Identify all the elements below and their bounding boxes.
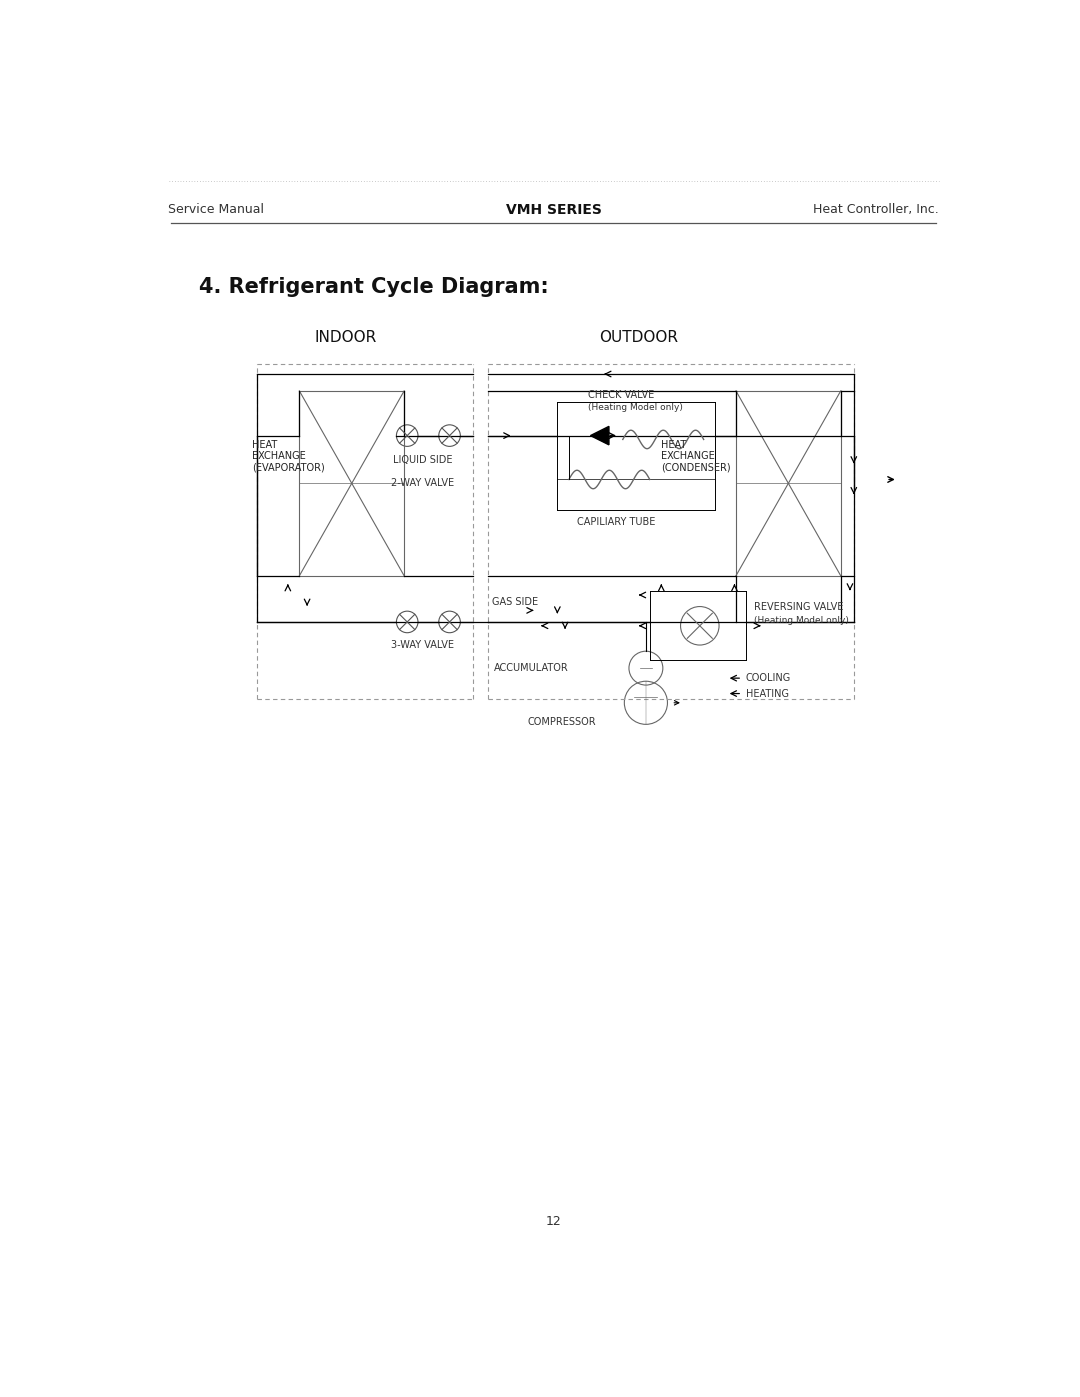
Text: 4. Refrigerant Cycle Diagram:: 4. Refrigerant Cycle Diagram: bbox=[200, 277, 549, 298]
Text: (Heating Model only): (Heating Model only) bbox=[589, 404, 683, 412]
Text: GAS SIDE: GAS SIDE bbox=[491, 597, 538, 606]
Text: (Heating Model only): (Heating Model only) bbox=[754, 616, 849, 624]
Text: COOLING: COOLING bbox=[746, 673, 792, 683]
Text: HEATING: HEATING bbox=[746, 689, 789, 698]
Text: Service Manual: Service Manual bbox=[168, 204, 265, 217]
Text: REVERSING VALVE: REVERSING VALVE bbox=[754, 602, 843, 612]
Text: HEAT
EXCHANGE
(EVAPORATOR): HEAT EXCHANGE (EVAPORATOR) bbox=[252, 440, 324, 474]
Text: HEAT
EXCHANGE
(CONDENSER): HEAT EXCHANGE (CONDENSER) bbox=[661, 440, 731, 474]
Text: CHECK VALVE: CHECK VALVE bbox=[589, 390, 654, 400]
Text: 2-WAY VALVE: 2-WAY VALVE bbox=[391, 478, 455, 489]
Text: VMH SERIES: VMH SERIES bbox=[505, 203, 602, 217]
Text: ACCUMULATOR: ACCUMULATOR bbox=[495, 664, 569, 673]
Text: 12: 12 bbox=[545, 1215, 562, 1228]
Text: LIQUID SIDE: LIQUID SIDE bbox=[393, 455, 453, 465]
Text: Heat Controller, Inc.: Heat Controller, Inc. bbox=[813, 204, 939, 217]
Polygon shape bbox=[591, 426, 609, 444]
Text: COMPRESSOR: COMPRESSOR bbox=[527, 717, 596, 726]
Text: OUTDOOR: OUTDOOR bbox=[598, 330, 678, 345]
Text: INDOOR: INDOOR bbox=[314, 330, 377, 345]
Text: 3-WAY VALVE: 3-WAY VALVE bbox=[391, 640, 454, 650]
Text: CAPILIARY TUBE: CAPILIARY TUBE bbox=[577, 517, 654, 527]
